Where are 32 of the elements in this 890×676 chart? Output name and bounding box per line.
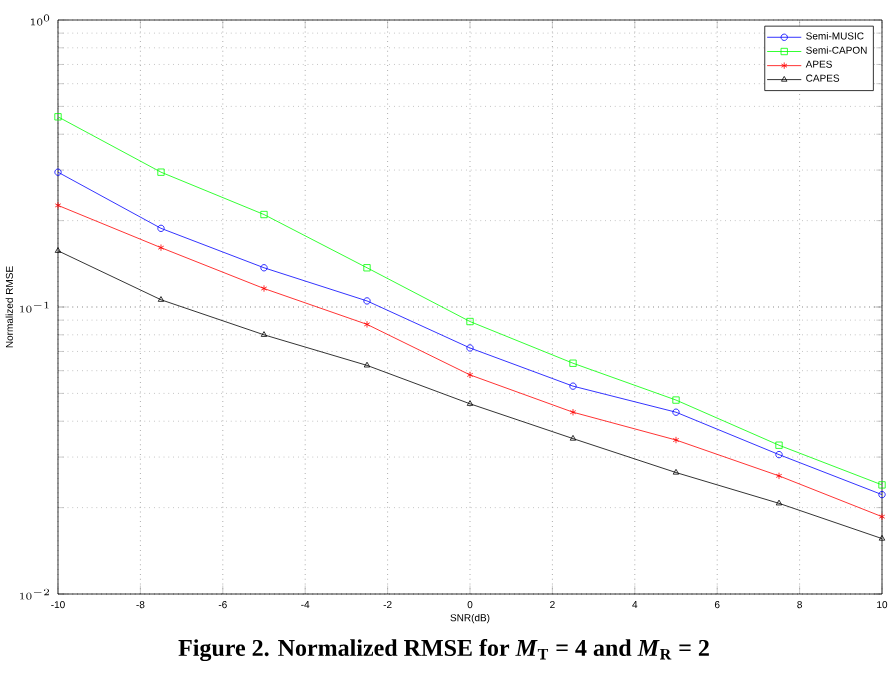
point [157,296,165,302]
y-tick-label: $10^{0}$ [30,14,50,26]
point [157,224,165,232]
y-tick-label: $10^{-1}$ [20,301,49,313]
point [363,320,371,328]
point [466,400,474,406]
point [569,408,577,416]
point [363,361,371,368]
caption: Figure 2. Normalized RMSE for M$_{T}$ = 4 and M$_{R}$ = 2 [178,638,709,662]
point [775,441,783,449]
point [260,331,268,337]
point [569,434,577,441]
point [569,359,577,367]
point [672,436,680,444]
point [775,499,783,506]
point [775,472,783,480]
point [363,264,371,272]
point [466,344,474,352]
point [260,264,268,272]
point [775,451,783,459]
point [260,284,268,293]
point [157,168,165,176]
point [672,408,680,416]
point [672,396,680,404]
point [569,382,577,390]
point [466,317,474,326]
point [260,210,268,219]
point [363,297,371,305]
y-tick-label: $10^{-2}$ [20,588,50,600]
point [466,371,474,379]
point [672,468,680,475]
point [157,244,165,252]
